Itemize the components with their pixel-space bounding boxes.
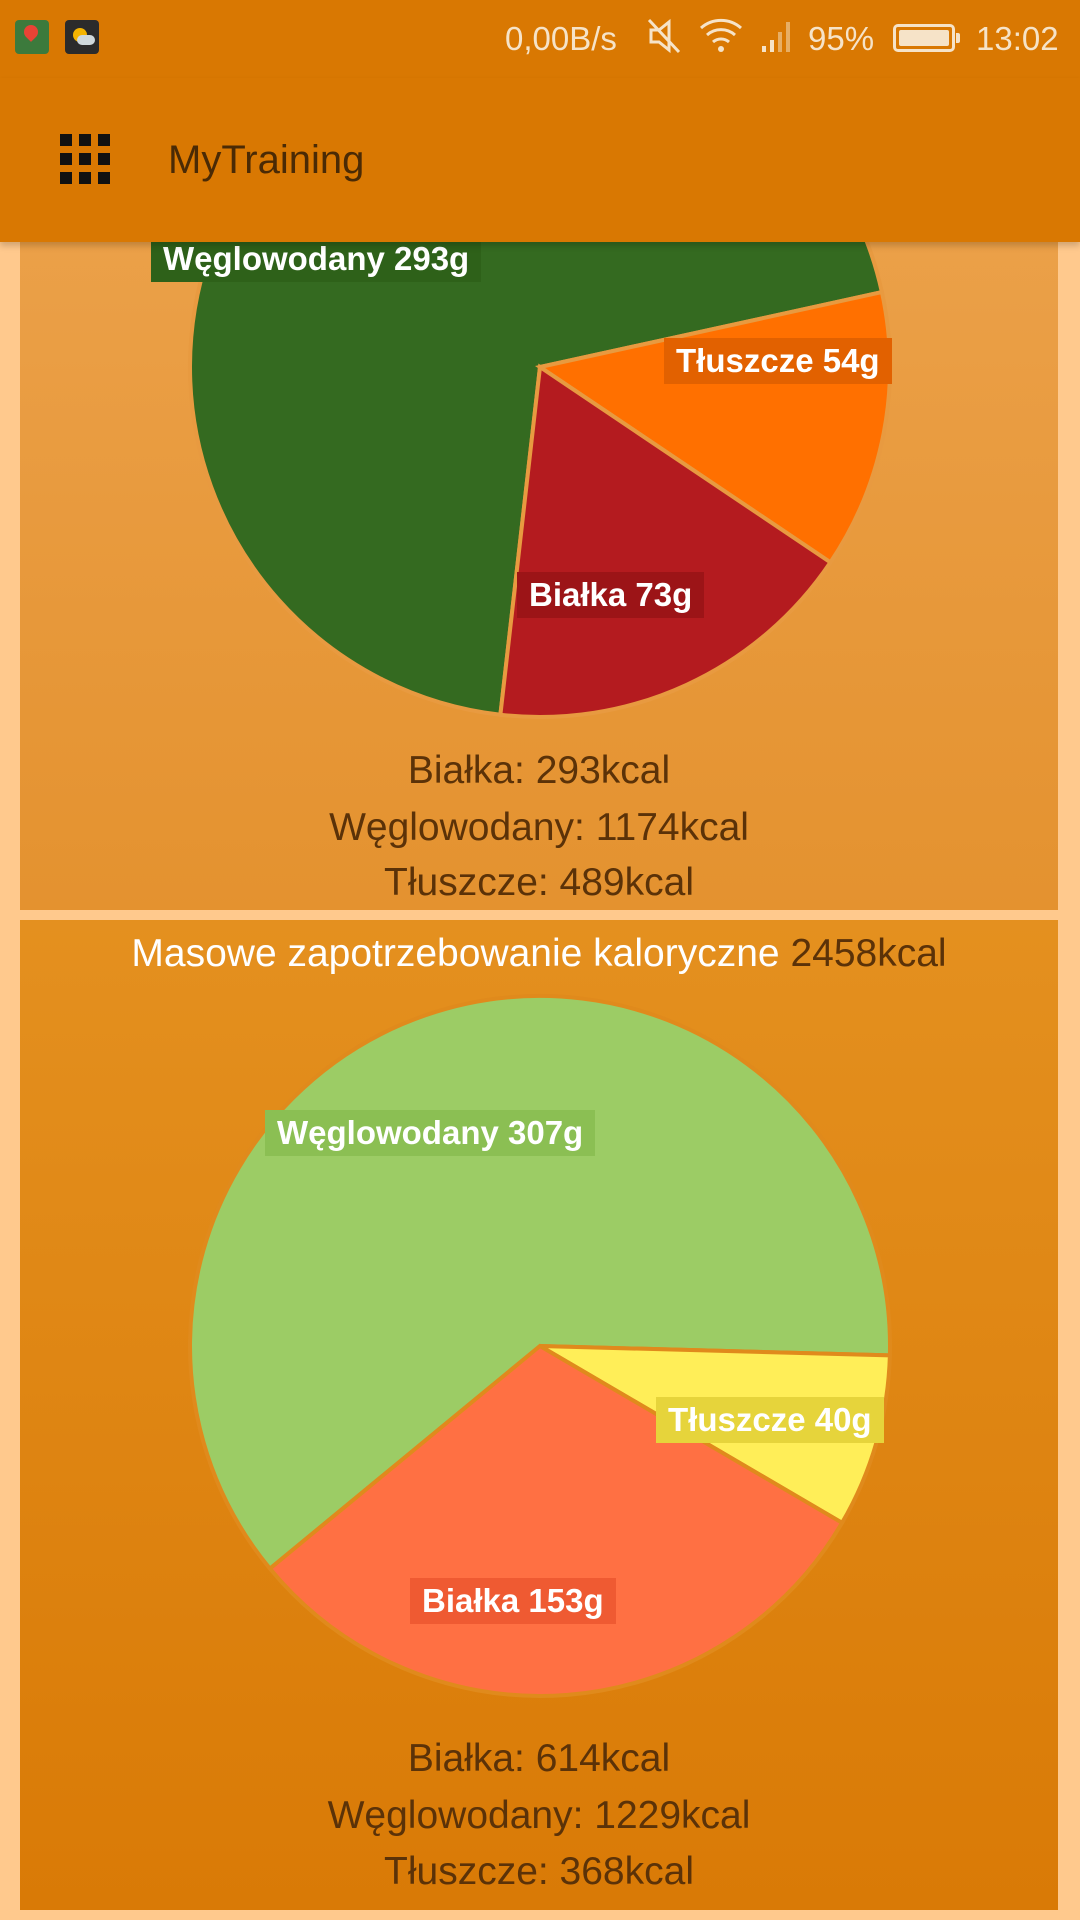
network-speed: 0,00B/s [505, 20, 617, 57]
signal-icon [762, 22, 790, 52]
card-title-value: 2458kcal [790, 932, 947, 975]
wifi-icon [700, 18, 742, 52]
weather-icon [65, 20, 99, 54]
kcal-carbs: Węglowodany: 1174kcal [329, 806, 749, 849]
battery-percent: 95% [808, 20, 875, 57]
slice-label-carbs: Węglowodany 293g [151, 236, 482, 282]
status-bar: 0,00B/s 95% 13:02 [0, 0, 1080, 78]
mute-icon [647, 18, 681, 54]
macro-card-basic: Węglowodany 293g Tłuszcze 54g Białka 73g… [20, 236, 1058, 910]
kcal-fats: Tłuszcze: 368kcal [384, 1850, 694, 1893]
kcal-protein: Białka: 614kcal [407, 1737, 671, 1780]
content-scroll[interactable]: Węglowodany 293g Tłuszcze 54g Białka 73g… [0, 236, 1080, 1920]
kcal-carbs: Węglowodany: 1229kcal [327, 1794, 751, 1837]
pie-chart [188, 242, 892, 719]
card-title: Masowe zapotrzebowanie kaloryczne 2458kc… [20, 928, 1058, 980]
battery-icon [893, 24, 960, 52]
kcal-protein: Białka: 293kcal [407, 749, 671, 792]
maps-icon [15, 20, 49, 54]
pie-slice-carbs [188, 242, 885, 717]
card-divider [20, 910, 1058, 920]
slice-label-fats: Tłuszcze 40g [656, 1397, 884, 1443]
slice-label-fats: Tłuszcze 54g [664, 338, 892, 384]
kcal-fats: Tłuszcze: 489kcal [384, 861, 694, 904]
app-title: MyTraining [168, 138, 365, 182]
apps-grid-icon[interactable] [60, 134, 110, 184]
clock: 13:02 [976, 20, 1059, 57]
pie-slice-protein [498, 363, 834, 719]
macro-card-mass: Masowe zapotrzebowanie kaloryczne 2458kc… [20, 920, 1058, 1910]
slice-label-protein: Białka 153g [410, 1578, 616, 1624]
app-bar: MyTraining [0, 78, 1080, 242]
card-title-text: Masowe zapotrzebowanie kaloryczne [131, 932, 780, 975]
slice-label-carbs: Węglowodany 307g [265, 1110, 596, 1156]
slice-label-protein: Białka 73g [517, 572, 705, 618]
